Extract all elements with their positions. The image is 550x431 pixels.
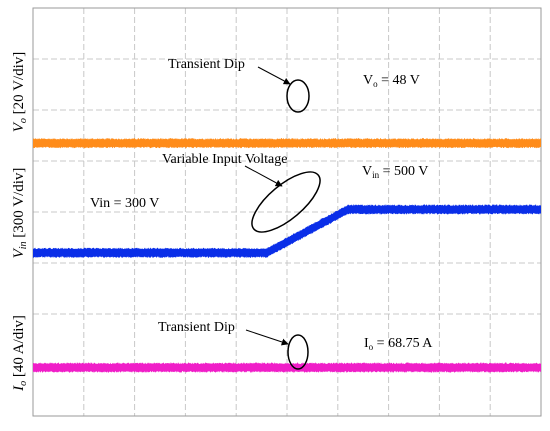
arrow-dip-bottom xyxy=(245,329,289,346)
ylabel-vo: Vo [20 V/div] xyxy=(11,52,29,133)
ellipse-dip-bottom xyxy=(287,334,309,370)
ellipse-variable-input xyxy=(251,171,321,233)
arrow-dip-top xyxy=(257,66,291,85)
annotation-dip-bottom: Transient Dip xyxy=(158,320,235,335)
annotation-vin-left: Vin = 300 V xyxy=(90,196,159,211)
traces xyxy=(33,138,541,373)
ylabel-io: Io [40 A/div] xyxy=(11,315,29,392)
ellipse-dip-top xyxy=(286,79,310,113)
trace-core-vin xyxy=(33,205,541,257)
annotation-variable-input: Variable Input Voltage xyxy=(162,152,287,167)
ylabel-vin: Vin [300 V/div] xyxy=(11,168,29,259)
annotation-vin-right: Vin = 500 V xyxy=(362,164,428,180)
annotation-dip-top: Transient Dip xyxy=(168,57,245,72)
annotation-vo-value: Vo = 48 V xyxy=(363,73,420,89)
arrow-variable-input xyxy=(244,165,283,187)
annotation-io-value: Io = 68.75 A xyxy=(364,336,433,352)
